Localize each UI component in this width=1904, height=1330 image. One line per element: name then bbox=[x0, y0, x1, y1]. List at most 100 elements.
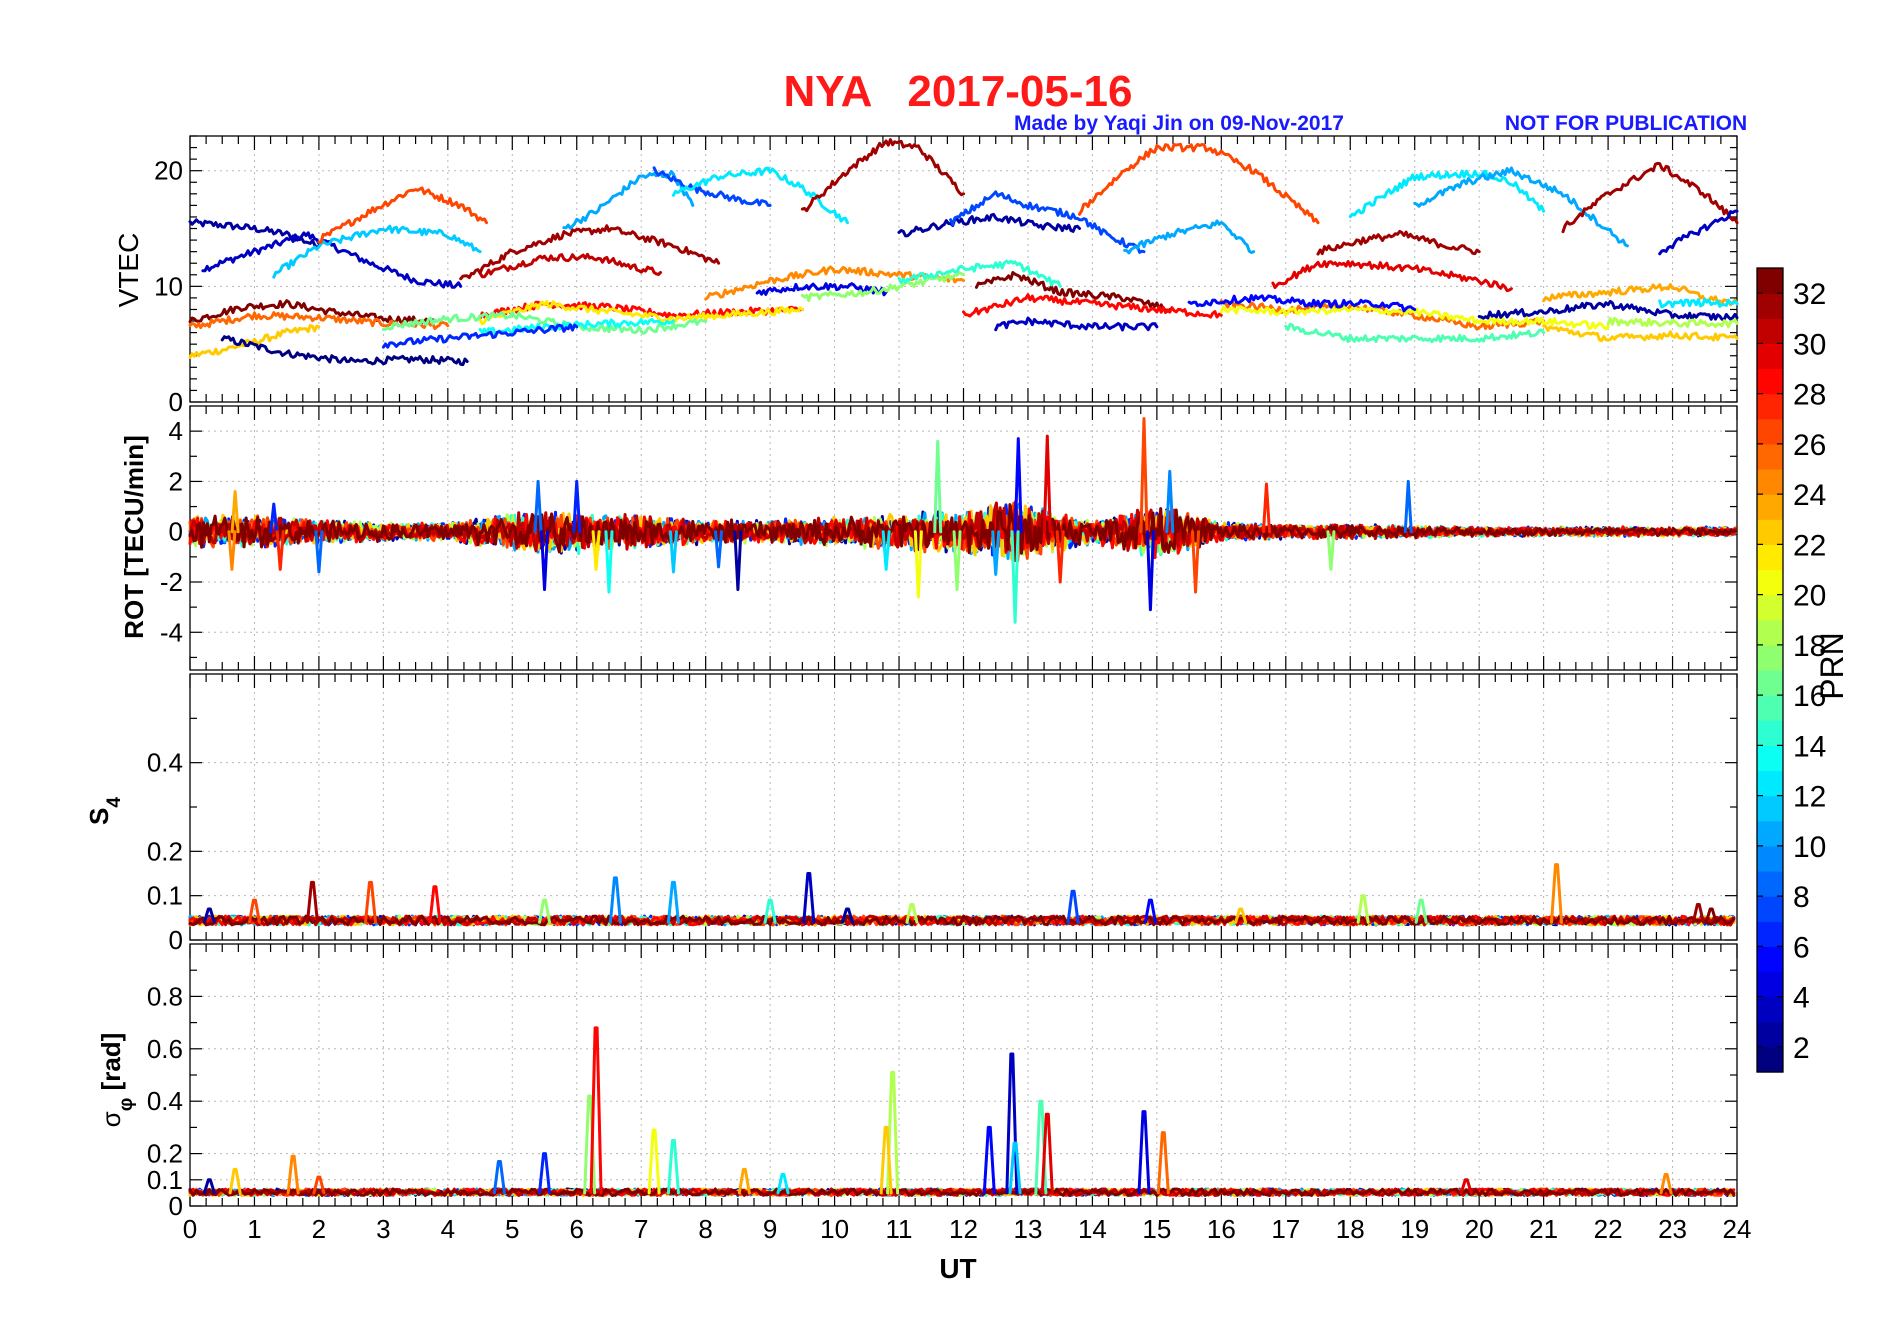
colorbar-tick-label: 8 bbox=[1793, 881, 1810, 914]
colorbar-tick-label: 18 bbox=[1793, 630, 1826, 663]
colorbar-band bbox=[1757, 469, 1783, 495]
x-tick-label: 15 bbox=[1142, 1214, 1171, 1244]
colorbar-band bbox=[1757, 845, 1783, 872]
y-tick-label: 20 bbox=[154, 156, 183, 186]
vtec-trace-prn-13 bbox=[478, 317, 675, 336]
colorbar-band bbox=[1757, 670, 1783, 696]
y-tick-label: 0.4 bbox=[147, 1086, 183, 1116]
colorbar-band bbox=[1757, 494, 1783, 520]
vtec-trace-prn-6 bbox=[381, 323, 579, 349]
colorbar-tick-label: 6 bbox=[1793, 931, 1810, 964]
y-tick-label: -2 bbox=[160, 567, 183, 597]
colorbar-tick-label: 4 bbox=[1793, 982, 1810, 1015]
vtec-trace-prn-31 bbox=[800, 138, 965, 213]
s4-axis-label: S4 bbox=[84, 797, 125, 825]
vtec-trace-prn-3 bbox=[994, 316, 1159, 332]
colorbar-band bbox=[1757, 1046, 1783, 1073]
vtec-trace-prn-20 bbox=[1219, 305, 1610, 331]
y-tick-label: 0.2 bbox=[147, 836, 183, 866]
sigma-phi-spike-prn-5 bbox=[982, 1125, 996, 1195]
vtec-trace-prn-22 bbox=[1542, 324, 1739, 343]
vtec-trace-prn-31 bbox=[1561, 161, 1739, 234]
colorbar-tick-label: 10 bbox=[1793, 831, 1826, 864]
x-tick-label: 24 bbox=[1723, 1214, 1752, 1244]
colorbar-tick-label: 24 bbox=[1793, 479, 1826, 512]
rot-spike-prn-17 bbox=[952, 530, 962, 592]
vtec-trace-prn-18 bbox=[1606, 316, 1739, 329]
rot-spike-prn-27 bbox=[1261, 482, 1271, 534]
vtec-trace-prn-31 bbox=[1316, 229, 1481, 256]
x-tick-label: 20 bbox=[1465, 1214, 1494, 1244]
y-tick-label: 0 bbox=[169, 517, 183, 547]
colorbar-tick-label: 16 bbox=[1793, 680, 1826, 713]
s4-spike-prn-18 bbox=[905, 903, 919, 924]
colorbar-band bbox=[1757, 695, 1783, 721]
rot-spike-prn-9 bbox=[1165, 469, 1175, 534]
vtec-trace-prn-2 bbox=[897, 212, 1081, 238]
colorbar-band bbox=[1757, 368, 1783, 395]
x-tick-label: 22 bbox=[1594, 1214, 1623, 1244]
vtec-trace-prn-29 bbox=[1271, 260, 1513, 293]
rot-spike-prn-5 bbox=[1013, 437, 1023, 534]
vtec-trace-prn-3 bbox=[1658, 209, 1739, 256]
rot-spike-prn-8 bbox=[1403, 479, 1413, 534]
colorbar-tick-label: 32 bbox=[1793, 278, 1826, 311]
x-tick-label: 1 bbox=[247, 1214, 261, 1244]
vtec-trace-prn-2 bbox=[1477, 299, 1739, 322]
x-tick-label: 10 bbox=[820, 1214, 849, 1244]
colorbar-band bbox=[1757, 996, 1783, 1023]
rot-spike-prn-8 bbox=[533, 479, 543, 534]
rot-spike-prn-2 bbox=[733, 530, 743, 592]
s4-spike-prn-26 bbox=[363, 880, 377, 924]
s4-spike-prn-31 bbox=[1691, 903, 1705, 924]
y-tick-label: 0 bbox=[169, 1191, 183, 1221]
sigma-phi-spike-prn-28 bbox=[589, 1026, 603, 1195]
colorbar-band bbox=[1757, 318, 1783, 344]
s4-spike-prn-28 bbox=[428, 885, 442, 924]
sigma-phi-panel: 00.10.2 0.4 0.6 0.8 bbox=[147, 943, 1738, 1221]
vtec-trace-prn-22 bbox=[188, 324, 321, 359]
x-tick-label: 0 bbox=[183, 1214, 197, 1244]
s4-trace-prn-32 bbox=[188, 914, 1736, 927]
vtec-trace-prn-14 bbox=[897, 259, 1062, 288]
colorbar-band bbox=[1757, 720, 1783, 746]
vtec-trace-prn-28 bbox=[962, 293, 1223, 319]
rot-spike-prn-26 bbox=[1191, 530, 1201, 594]
colorbar-band bbox=[1757, 268, 1783, 294]
vtec-trace-prn-10 bbox=[1413, 166, 1629, 248]
colorbar-band bbox=[1757, 921, 1783, 947]
colorbar-tick-label: 30 bbox=[1793, 328, 1826, 361]
vtec-trace-prn-26 bbox=[1078, 142, 1320, 225]
vtec-trace-prn-10 bbox=[562, 170, 695, 230]
sigma-phi-spike-prn-23 bbox=[737, 1167, 751, 1195]
colorbar-band bbox=[1757, 393, 1783, 420]
vtec-panel: 0 10 20 bbox=[154, 135, 1739, 417]
vtec-trace-prn-12 bbox=[671, 166, 849, 225]
y-tick-label: -4 bbox=[160, 617, 183, 647]
y-tick-label: 0 bbox=[169, 387, 183, 417]
colorbar-band bbox=[1757, 795, 1783, 822]
colorbar-frame bbox=[1756, 267, 1784, 1073]
s4-spike-prn-9 bbox=[608, 876, 622, 924]
vtec-trace-prn-31 bbox=[459, 224, 721, 281]
rot-spike-prn-6 bbox=[269, 502, 279, 534]
sigma-phi-axis-label: σφ [rad] bbox=[96, 1033, 137, 1128]
x-tick-label: 14 bbox=[1078, 1214, 1107, 1244]
sigma-phi-axis-label-unit: [rad] bbox=[96, 1033, 126, 1098]
sigma-phi-spike-prn-18 bbox=[886, 1070, 900, 1195]
sigma-phi-spike-prn-4 bbox=[1137, 1110, 1151, 1195]
vtec-trace-prn-16 bbox=[381, 311, 708, 335]
sigma-phi-spike-prn-26 bbox=[312, 1175, 326, 1195]
sigma-phi-axis-label-main: σ bbox=[96, 1111, 126, 1127]
sigma-phi-spike-prn-11 bbox=[1008, 1141, 1022, 1195]
vtec-trace-prn-30 bbox=[478, 252, 662, 279]
colorbar-band bbox=[1757, 519, 1783, 545]
rot-spike-prn-21 bbox=[591, 530, 601, 571]
y-tick-label: 0.2 bbox=[147, 1139, 183, 1169]
x-tick-label: 16 bbox=[1207, 1214, 1236, 1244]
rot-trace-prn-32 bbox=[188, 503, 1737, 562]
colorbar-band bbox=[1757, 619, 1783, 646]
sigma-phi-spike-prn-14 bbox=[666, 1139, 680, 1195]
rot-spike-prn-12 bbox=[881, 530, 891, 571]
